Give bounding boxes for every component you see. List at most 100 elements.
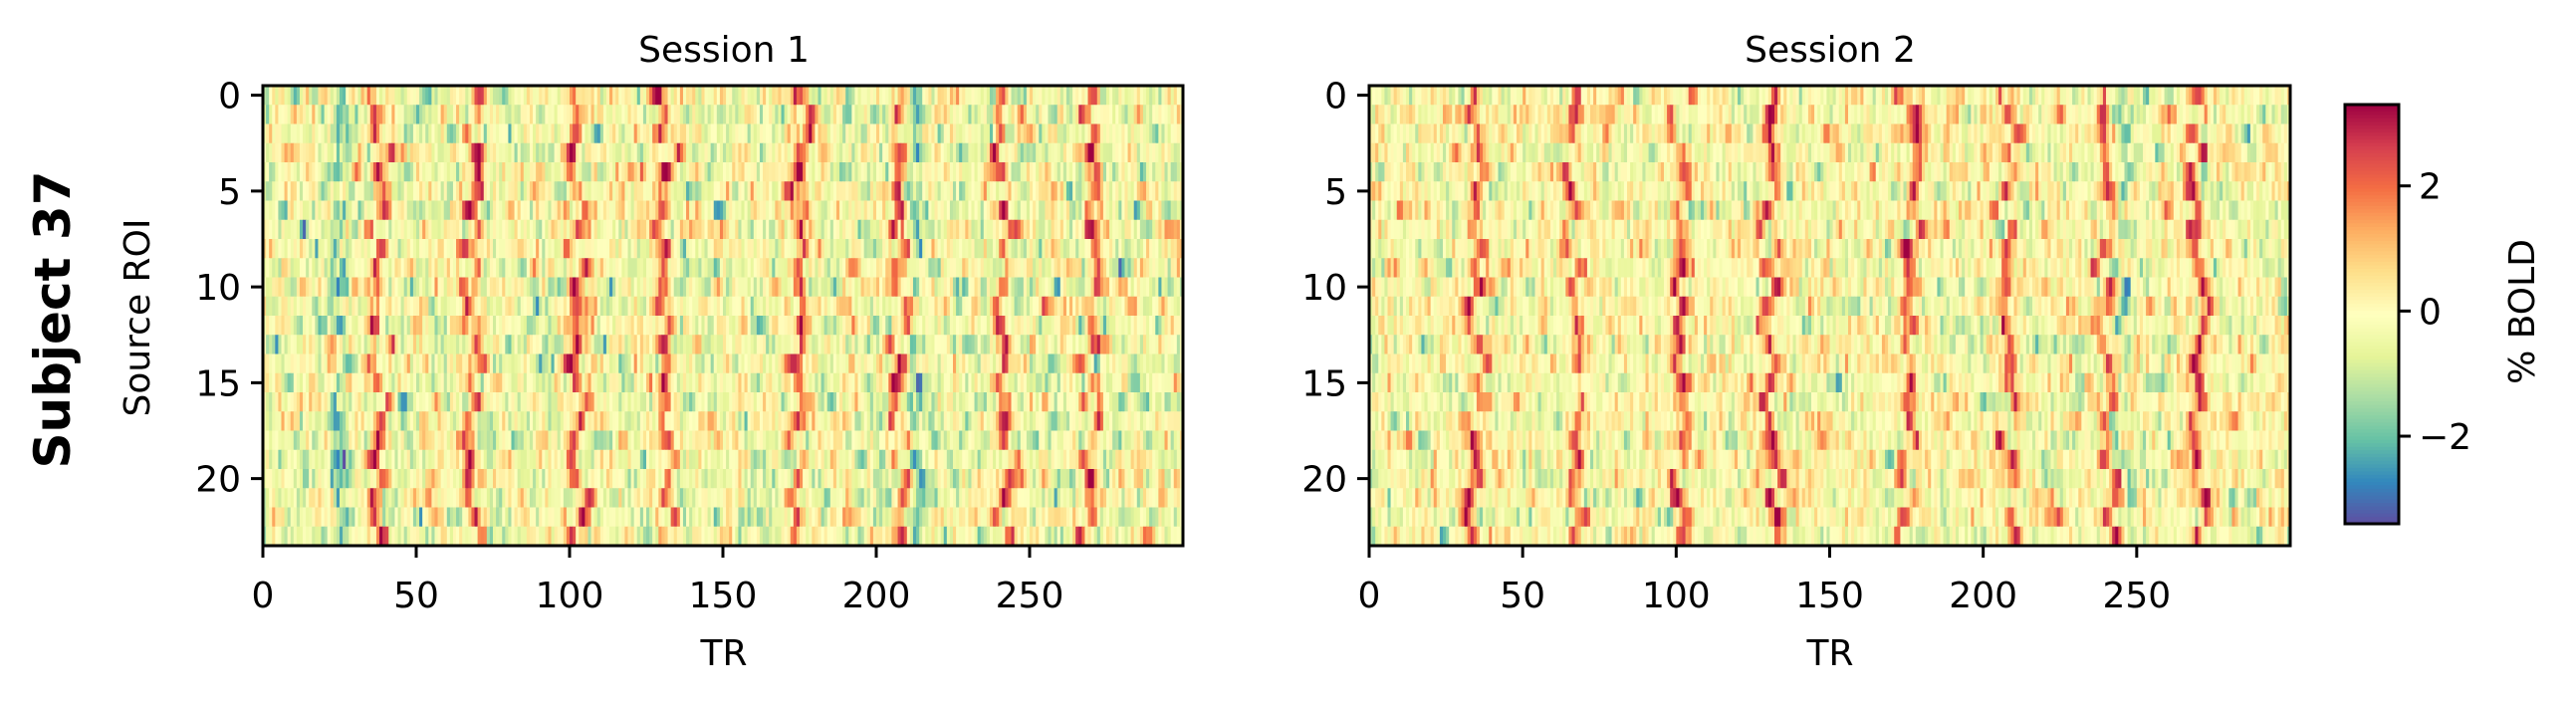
heatmap-cell (278, 142, 283, 163)
heatmap-cell (452, 219, 457, 240)
heatmap-cell (468, 142, 473, 163)
heatmap-cell (766, 86, 770, 106)
heatmap-cell (456, 239, 460, 259)
heatmap-cell (499, 123, 503, 144)
heatmap-cell (956, 181, 960, 201)
heatmap-cell (823, 86, 828, 106)
heatmap-cell (787, 181, 792, 201)
heatmap-cell (1112, 105, 1116, 124)
heatmap-cell (1056, 142, 1061, 163)
heatmap-cell (539, 200, 543, 221)
heatmap-cell (1084, 105, 1089, 124)
heatmap-cell (673, 219, 678, 240)
heatmap-cell (986, 162, 991, 182)
heatmap-cell (275, 200, 279, 221)
heatmap-cell (618, 219, 622, 240)
heatmap-cell (876, 123, 880, 144)
heatmap-cell (986, 86, 991, 106)
heatmap-cell (579, 181, 583, 201)
heatmap-cell (560, 200, 565, 221)
heatmap-cell (906, 200, 911, 221)
heatmap-cell (440, 86, 445, 106)
heatmap-cell (1008, 105, 1013, 124)
heatmap-cell (738, 105, 743, 124)
heatmap-cell (1146, 181, 1150, 201)
heatmap-cell (741, 200, 746, 221)
heatmap-cell (471, 219, 476, 240)
heatmap-cell (400, 162, 405, 182)
heatmap-cell (570, 105, 574, 124)
heatmap-cell (1059, 162, 1064, 182)
heatmap-cell (679, 181, 684, 201)
heatmap-cell (820, 86, 825, 106)
heatmap-cell (652, 162, 656, 182)
heatmap-cell (726, 162, 730, 182)
heatmap-cell (1075, 219, 1079, 240)
heatmap-cell (321, 219, 326, 240)
heatmap-cell (336, 86, 341, 106)
heatmap-cell (934, 86, 939, 106)
heatmap-cell (1054, 86, 1058, 106)
heatmap-cell (701, 105, 706, 124)
heatmap-cell (949, 219, 954, 240)
heatmap-cell (732, 142, 736, 163)
heatmap-cell (778, 105, 783, 124)
heatmap-cell (891, 181, 896, 201)
heatmap-cell (551, 162, 556, 182)
heatmap-cell (1142, 200, 1147, 221)
heatmap-cell (639, 219, 644, 240)
heatmap-cell (303, 123, 307, 144)
heatmap-cell (772, 162, 776, 182)
heatmap-cell (309, 123, 313, 144)
heatmap-cell (747, 142, 752, 163)
heatmap-cell (812, 181, 816, 201)
heatmap-cell (612, 181, 616, 201)
heatmap-cell (462, 239, 466, 259)
heatmap-cell (673, 123, 678, 144)
heatmap-cell (832, 181, 837, 201)
heatmap-cell (888, 142, 892, 163)
heatmap-cell (480, 219, 485, 240)
heatmap-cell (1005, 181, 1010, 201)
heatmap-cell (701, 162, 706, 182)
heatmap-cell (493, 86, 497, 106)
heatmap-cell (354, 219, 359, 240)
heatmap-cell (582, 239, 585, 259)
heatmap-cell (925, 142, 929, 163)
heatmap-cell (1020, 200, 1025, 221)
heatmap-cell (281, 200, 286, 221)
heatmap-cell (551, 86, 556, 106)
heatmap-cell (434, 123, 439, 144)
heatmap-cell (723, 105, 727, 124)
heatmap-cell (735, 105, 739, 124)
heatmap-cell (673, 200, 678, 221)
heatmap-cell (1087, 123, 1092, 144)
heatmap-cell (520, 123, 525, 144)
heatmap-cell (793, 219, 798, 240)
heatmap-cell (888, 123, 892, 144)
heatmap-cell (1136, 200, 1141, 221)
heatmap-cell (425, 181, 429, 201)
heatmap-cell (854, 181, 859, 201)
heatmap-cell (860, 219, 865, 240)
heatmap-cell (1056, 123, 1061, 144)
heatmap-cell (729, 123, 733, 144)
heatmap-cell (615, 142, 619, 163)
heatmap-cell (523, 162, 528, 182)
heatmap-cell (809, 219, 813, 240)
heatmap-cell (1124, 86, 1129, 106)
heatmap-cell (266, 219, 270, 240)
heatmap-cell (1133, 162, 1138, 182)
heatmap-cell (1096, 200, 1101, 221)
heatmap-cell (1158, 123, 1163, 144)
heatmap-cell (888, 105, 892, 124)
heatmap-cell (545, 105, 550, 124)
heatmap-cell (916, 181, 920, 201)
heatmap-cell (790, 200, 795, 221)
heatmap-cell (602, 123, 607, 144)
heatmap-cell (900, 181, 905, 201)
heatmap-cell (775, 105, 780, 124)
heatmap-cell (943, 86, 948, 106)
heatmap-cell (483, 162, 488, 182)
heatmap-cell (1161, 86, 1166, 106)
